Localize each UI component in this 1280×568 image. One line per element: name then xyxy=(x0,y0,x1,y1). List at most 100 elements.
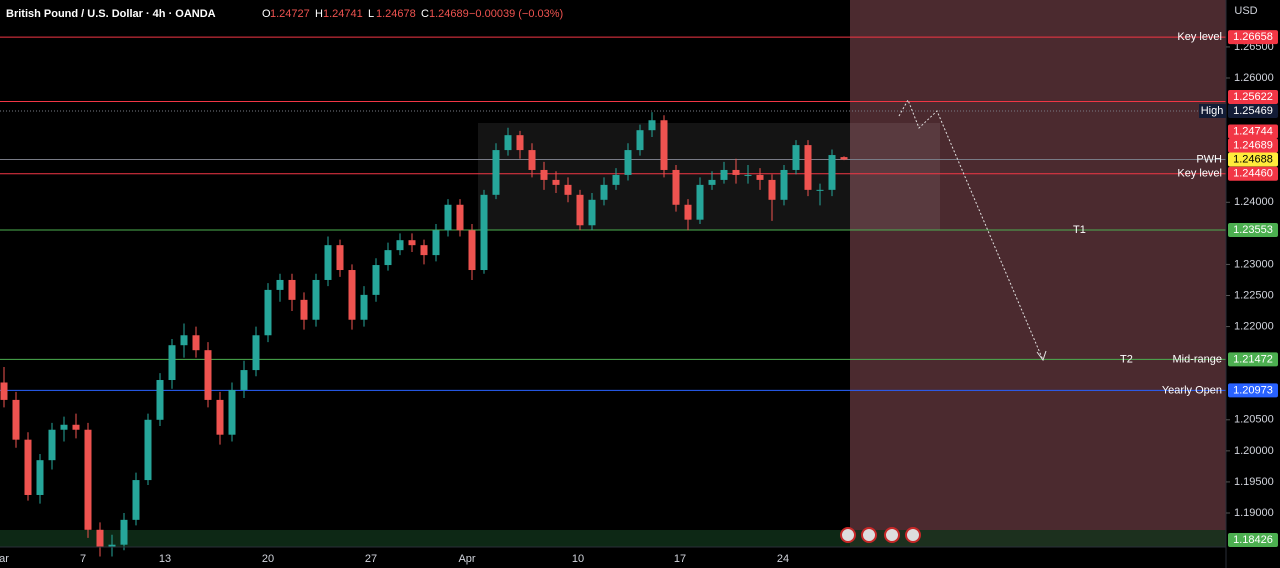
candle-body xyxy=(528,150,536,170)
candle-body xyxy=(480,194,488,271)
x-tick-label: 20 xyxy=(262,553,274,565)
candle-body xyxy=(12,399,20,440)
candle-body xyxy=(708,179,716,185)
y-tick-label: 1.26000 xyxy=(1234,72,1274,84)
projection-arrowhead xyxy=(1036,350,1047,362)
x-tick-label: 13 xyxy=(159,553,171,565)
event-icon[interactable] xyxy=(905,527,921,543)
candle-body xyxy=(36,460,44,495)
y-tick-label: 1.24000 xyxy=(1234,196,1274,208)
candle-body xyxy=(96,529,104,548)
candle-body xyxy=(156,380,164,420)
event-icon[interactable] xyxy=(840,527,856,543)
ohlc-letter: C xyxy=(421,8,429,20)
candle-body xyxy=(444,204,452,231)
currency-label: USD xyxy=(1234,5,1257,17)
candle-body xyxy=(264,289,272,336)
candle-body xyxy=(168,345,176,381)
x-tick-label: 27 xyxy=(365,553,377,565)
candle-body xyxy=(132,480,140,520)
candle-body xyxy=(24,439,32,495)
candle-body xyxy=(720,169,728,180)
ohlc-letter: O xyxy=(262,8,271,20)
ohlc-change: −0.00039 (−0.03%) xyxy=(469,8,563,20)
candle-body xyxy=(120,519,128,545)
candle-body xyxy=(468,230,476,271)
candle-body xyxy=(804,145,812,190)
price-tag xyxy=(1228,223,1278,238)
candle-body xyxy=(336,245,344,271)
candle-body xyxy=(636,130,644,151)
price-tag xyxy=(1228,103,1278,118)
candle-body xyxy=(384,250,392,266)
candle-body xyxy=(756,174,764,180)
candle-body xyxy=(564,184,572,195)
chart-title: British Pound / U.S. Dollar · 4h · OANDA xyxy=(6,8,216,20)
level-label: Key level xyxy=(1177,31,1222,43)
price-tag xyxy=(1228,89,1278,104)
candle-body xyxy=(276,279,284,290)
y-tick-label: 1.19500 xyxy=(1234,476,1274,488)
candle-body xyxy=(648,120,656,131)
level-note: T2 xyxy=(1120,353,1133,365)
candle-body xyxy=(780,169,788,200)
price-tag xyxy=(1228,383,1278,398)
candle-body xyxy=(60,424,68,430)
candle-body xyxy=(696,184,704,220)
candle-body xyxy=(216,399,224,435)
ohlc-letter: L xyxy=(368,8,374,20)
price-tag xyxy=(1228,152,1278,167)
y-tick-label: 1.20000 xyxy=(1234,445,1274,457)
candle-body xyxy=(348,270,356,320)
x-tick-label: 17 xyxy=(674,553,686,565)
x-tick-label: Apr xyxy=(458,553,475,565)
candle-body xyxy=(456,204,464,231)
candle-body xyxy=(732,169,740,175)
range-box xyxy=(478,123,940,230)
candle-body xyxy=(396,240,404,251)
ohlc-value: 1.24678 xyxy=(376,8,416,20)
candle-body xyxy=(372,265,380,295)
price-tag-label: 1.24460 xyxy=(1233,168,1273,180)
event-icon[interactable] xyxy=(861,527,877,543)
y-tick-label: 1.22000 xyxy=(1234,320,1274,332)
event-icon[interactable] xyxy=(884,527,900,543)
level-label: Yearly Open xyxy=(1162,384,1222,396)
candle-body xyxy=(576,194,584,226)
candle-body xyxy=(408,240,416,246)
candle-body xyxy=(192,335,200,351)
candle-body xyxy=(552,179,560,185)
ohlc-letter: H xyxy=(315,8,323,20)
event-icons xyxy=(840,527,921,543)
y-tick-label: 1.19000 xyxy=(1234,507,1274,519)
candle-body xyxy=(252,335,260,371)
candle-body xyxy=(228,389,236,435)
candle-body xyxy=(144,419,152,481)
candle-body xyxy=(312,279,320,320)
candle-body xyxy=(432,230,440,256)
level-label: Key level xyxy=(1177,168,1222,180)
price-tag xyxy=(1228,30,1278,45)
y-tick-label: 1.20500 xyxy=(1234,414,1274,426)
candle-body xyxy=(828,155,836,190)
candle-body xyxy=(684,204,692,220)
level-label-box xyxy=(1199,103,1226,118)
candle-body xyxy=(744,174,752,176)
candle-body xyxy=(840,157,848,160)
price-tag xyxy=(1228,166,1278,181)
y-tick-label: 1.23000 xyxy=(1234,258,1274,270)
candle-body xyxy=(600,184,608,200)
price-tag xyxy=(1228,352,1278,367)
ohlc-value: 1.24689 xyxy=(429,8,469,20)
x-tick-label: 7 xyxy=(80,553,86,565)
candle-body xyxy=(72,424,80,430)
candle-body xyxy=(180,335,188,346)
level-label: High xyxy=(1201,105,1224,117)
candle-body xyxy=(48,429,56,461)
candle-body xyxy=(108,544,116,548)
x-tick-label: ar xyxy=(0,553,9,565)
candle-body xyxy=(420,245,428,256)
price-tag-label: 1.25469 xyxy=(1233,105,1273,117)
candle-body xyxy=(624,150,632,175)
